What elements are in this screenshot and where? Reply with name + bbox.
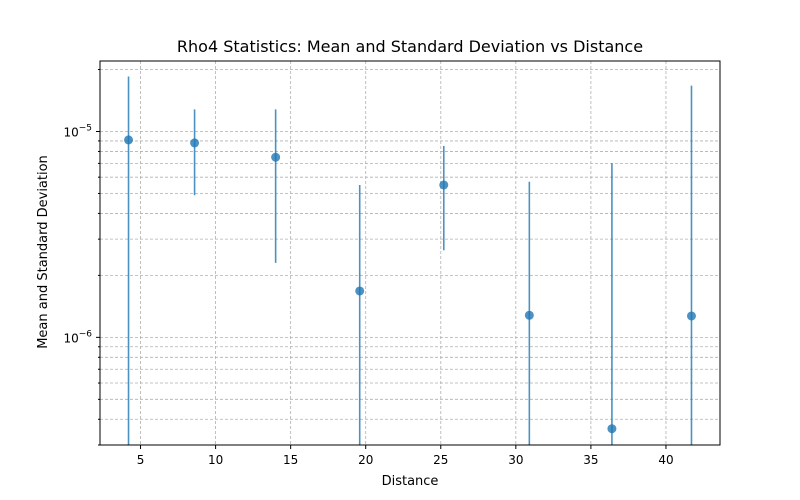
x-tick-label: 25 [433,453,448,467]
data-point [124,135,134,145]
data-point [355,286,365,296]
y-tick-label: 10−6 [63,329,92,345]
data-point [686,311,696,321]
y-tick-label: 10−5 [63,123,92,139]
data-point [607,424,617,434]
data-point [190,138,200,148]
y-axis-label: Mean and Standard Deviation [36,155,51,349]
x-tick-label: 40 [658,453,673,467]
plot-frame [99,60,721,446]
x-tick-label: 5 [137,453,145,467]
data-point [524,310,534,320]
x-tick-label: 30 [508,453,523,467]
chart-title: Rho4 Statistics: Mean and Standard Devia… [177,37,643,56]
ticks: 5 10 15 20 25 30 35 40 10−6 10−5 [63,69,674,467]
x-tick-label: 35 [583,453,598,467]
x-tick-label: 10 [208,453,223,467]
x-tick-label: 15 [283,453,298,467]
series-layer [124,76,696,445]
grid [100,61,720,446]
x-axis-label: Distance [382,474,439,489]
data-point [271,152,281,162]
data-point [439,180,449,190]
x-tick-label: 20 [358,453,373,467]
